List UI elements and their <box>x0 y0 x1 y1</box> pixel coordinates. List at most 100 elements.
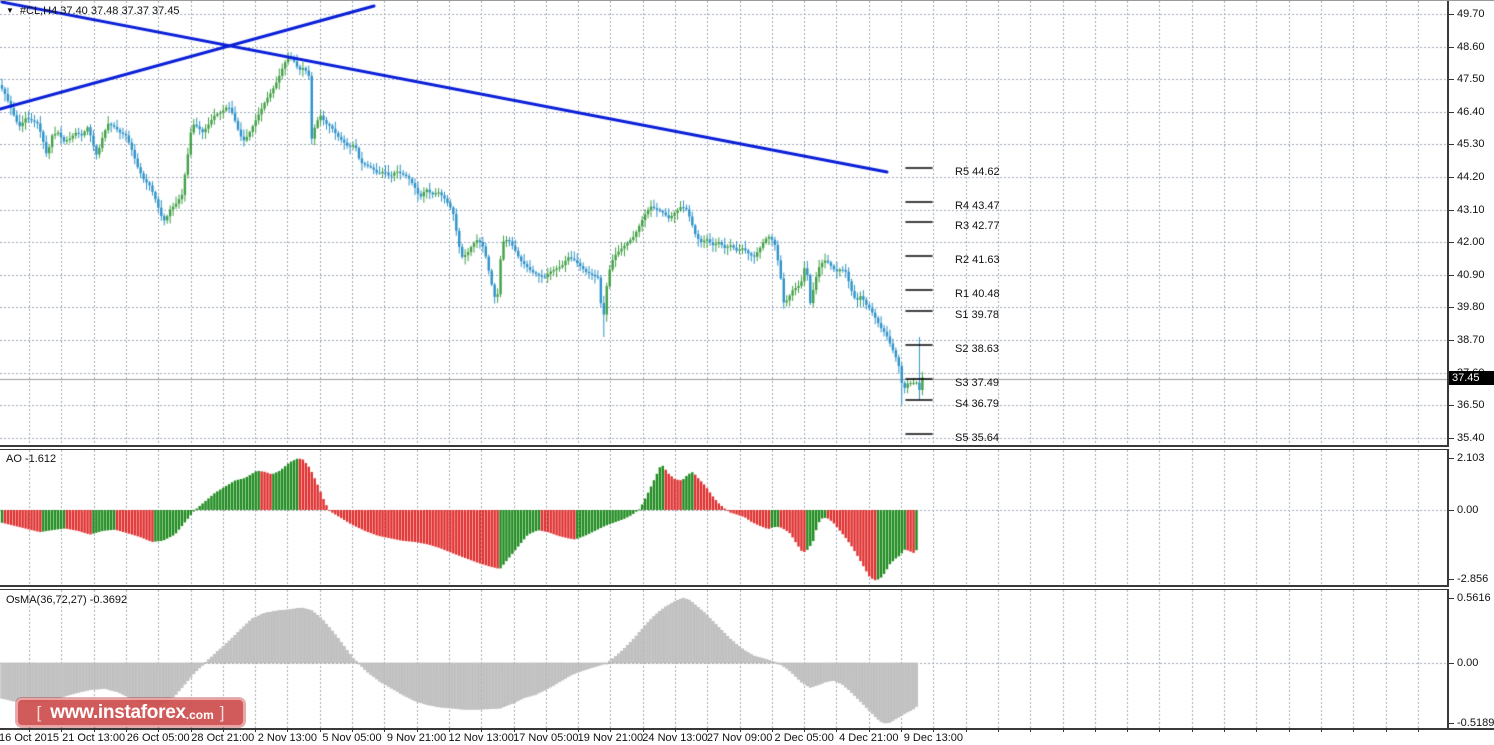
time-tick-mark <box>191 728 192 732</box>
main-price-chart[interactable] <box>0 1 1447 445</box>
time-tick-mark <box>481 728 482 732</box>
time-tick-mark <box>352 728 353 732</box>
axis-tick-label: 0.00 <box>1457 657 1479 669</box>
time-tick-mark <box>158 728 159 732</box>
panel-separator[interactable] <box>0 445 1494 450</box>
time-axis-label: 2 Nov 13:00 <box>257 732 318 744</box>
sr-level-label: R1 40.48 <box>955 288 1000 301</box>
time-axis-label: 27 Nov 09:00 <box>706 732 773 744</box>
time-tick-mark <box>514 728 515 732</box>
symbol-dropdown-icon[interactable]: ▼ <box>6 6 14 15</box>
axis-tick-label: 49.70 <box>1457 8 1485 20</box>
time-tick-mark <box>1159 728 1160 732</box>
axis-tick-mark <box>1449 79 1454 80</box>
chart-title: ▼ #CL,H4 37.40 37.48 37.37 37.45 <box>6 5 180 17</box>
osma-indicator-title: OsMA(36,72,27) -0.3692 <box>6 594 128 606</box>
time-tick-mark <box>901 728 902 732</box>
time-tick-mark <box>1386 728 1387 732</box>
axis-tick-mark <box>1449 307 1454 308</box>
time-tick-mark <box>1289 728 1290 732</box>
axis-tick-mark <box>1449 723 1454 724</box>
axis-tick-label: 47.50 <box>1457 73 1485 86</box>
time-tick-mark <box>287 728 288 732</box>
axis-tick-label: 36.50 <box>1457 399 1485 412</box>
axis-tick-label: -0.5189 <box>1457 717 1494 729</box>
axis-tick-mark <box>1449 47 1454 48</box>
logo-left-bracket: [ <box>36 702 42 722</box>
axis-tick-label: 39.80 <box>1457 301 1485 314</box>
time-axis-label: 12 Nov 13:00 <box>448 732 514 744</box>
time-tick-mark <box>643 728 644 732</box>
axis-tick-label: 42.00 <box>1457 236 1485 249</box>
panel-separator <box>0 728 1494 730</box>
time-tick-mark <box>772 728 773 732</box>
time-tick-mark <box>94 728 95 732</box>
sr-level-label: S5 35.64 <box>955 431 1000 444</box>
time-axis-label: 5 Nov 05:00 <box>322 732 382 744</box>
time-tick-mark <box>320 728 321 732</box>
time-axis-label: 19 Nov 21:00 <box>577 732 644 744</box>
axis-tick-mark <box>1449 438 1454 439</box>
axis-tick-label: 48.60 <box>1457 40 1485 53</box>
chart-title-text: #CL,H4 37.40 37.48 37.37 37.45 <box>19 5 180 17</box>
time-tick-mark <box>223 728 224 732</box>
logo-right-bracket: ] <box>219 702 225 722</box>
time-tick-mark <box>998 728 999 732</box>
time-tick-mark <box>1353 728 1354 732</box>
axis-tick-label: 0.00 <box>1457 504 1479 516</box>
time-tick-mark <box>610 728 611 732</box>
sr-level-label: R4 43.47 <box>955 199 1000 212</box>
time-tick-mark <box>1127 728 1128 732</box>
time-tick-mark <box>869 728 870 732</box>
ao-indicator-chart[interactable] <box>0 450 1447 585</box>
axis-tick-mark <box>1449 579 1454 580</box>
time-axis-label: 9 Dec 13:00 <box>903 732 964 744</box>
axis-tick-label: 44.20 <box>1457 171 1485 183</box>
time-axis-label: 26 Oct 05:00 <box>126 732 190 744</box>
axis-tick-label: 43.10 <box>1457 203 1485 216</box>
axis-tick-mark <box>1449 14 1454 15</box>
axis-tick-label: 45.30 <box>1457 138 1485 151</box>
sr-level-label: R5 44.62 <box>955 165 1000 178</box>
time-axis-label: 16 Oct 2015 <box>0 732 59 744</box>
axis-tick-label: -2.856 <box>1457 573 1489 585</box>
time-axis-label: 9 Nov 21:00 <box>386 732 447 744</box>
sr-level-label: S1 39.78 <box>955 308 1000 321</box>
sr-level-label: S4 36.79 <box>955 397 1000 410</box>
axis-tick-mark <box>1449 598 1454 599</box>
support-resistance-labels: R5 44.62 R4 43.47 R3 42.77 R2 41.63 R1 40.48… <box>0 1 1447 445</box>
axis-tick-mark <box>1449 177 1454 178</box>
time-axis-label: 24 Nov 13:00 <box>642 732 708 744</box>
logo-text: www.instaforex <box>50 701 186 723</box>
time-tick-mark <box>1063 728 1064 732</box>
axis-tick-mark <box>1449 340 1454 341</box>
axis-tick-mark <box>1449 242 1454 243</box>
time-axis-label: 17 Nov 05:00 <box>513 732 579 744</box>
axis-tick-label: 38.70 <box>1457 334 1485 346</box>
sr-level-label: S2 38.63 <box>955 343 1000 356</box>
sr-level-label: R3 42.77 <box>955 220 1000 233</box>
time-tick-mark <box>449 728 450 732</box>
time-axis-label: 2 Dec 05:00 <box>774 732 834 744</box>
time-axis[interactable]: 16 Oct 2015 21 Oct 13:00 26 Oct 05:00 28 Oc… <box>0 728 1494 745</box>
axis-tick-mark <box>1449 510 1454 511</box>
time-tick-mark <box>1030 728 1031 732</box>
time-tick-mark <box>836 728 837 732</box>
time-tick-mark <box>29 728 30 732</box>
instaforex-logo[interactable]: [ www.instaforex .com ] <box>16 698 245 727</box>
current-price-badge: 37.45 <box>1449 371 1494 385</box>
time-tick-mark <box>578 728 579 732</box>
ao-indicator-title: AO -1.612 <box>6 453 57 465</box>
time-tick-mark <box>707 728 708 732</box>
sr-level-label: S3 37.49 <box>955 376 1000 389</box>
time-tick-mark <box>1095 728 1096 732</box>
axis-tick-mark <box>1449 405 1454 406</box>
time-tick-mark <box>384 728 385 732</box>
time-tick-mark <box>933 728 934 732</box>
axis-tick-label: 35.40 <box>1457 431 1485 444</box>
time-tick-mark <box>417 728 418 732</box>
axis-tick-mark <box>1449 275 1454 276</box>
price-axis[interactable]: 37.45 49.70 48.60 47.50 46.40 45.30 44.20 43.1… <box>1449 1 1494 729</box>
panel-separator[interactable] <box>0 585 1494 590</box>
time-tick-mark <box>126 728 127 732</box>
